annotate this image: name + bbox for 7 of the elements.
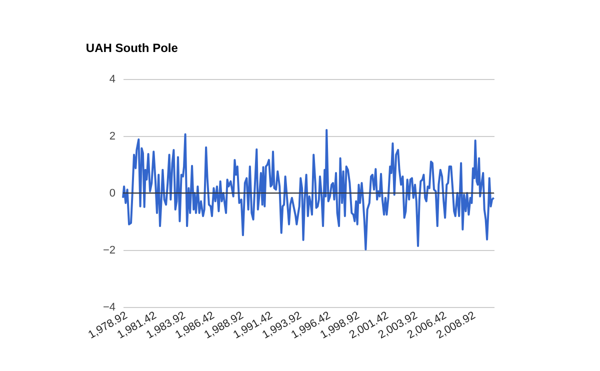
y-tick-label: −2: [102, 244, 116, 256]
chart-title: UAH South Pole: [86, 41, 178, 55]
y-tick-label: −4: [102, 302, 116, 314]
y-tick-label: 4: [109, 74, 116, 86]
y-tick-label: 0: [109, 188, 116, 200]
line-series: [122, 129, 495, 250]
y-tick-label: 2: [109, 130, 116, 142]
